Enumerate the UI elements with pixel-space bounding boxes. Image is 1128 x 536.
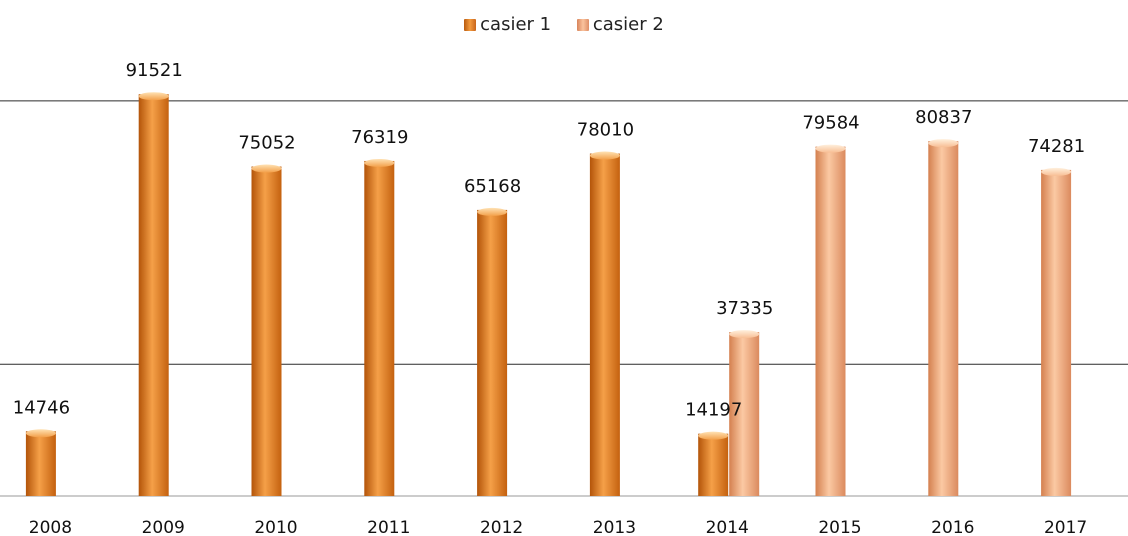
data-label-2015-s2: 79584 — [802, 113, 859, 134]
bar-2016-s2 — [928, 141, 959, 497]
bar-2015-s2 — [815, 146, 846, 497]
data-label-2008-s1: 14746 — [13, 397, 70, 418]
data-label-2009-s1: 91521 — [126, 60, 183, 81]
data-label-2011-s1: 76319 — [351, 127, 408, 148]
legend-label-casier-1: casier 1 — [480, 14, 552, 35]
bar-2008-s1 — [25, 431, 56, 496]
x-tick-label-2010: 2010 — [254, 518, 297, 536]
x-tick-label-2016: 2016 — [931, 518, 974, 536]
data-label-2014-s2: 37335 — [716, 298, 773, 319]
legend-item-casier-2: casier 2 — [576, 14, 664, 35]
bar-cap-2011-s1 — [364, 158, 395, 167]
bar-cap-2012-s1 — [477, 207, 508, 216]
bar-2011-s1 — [364, 160, 395, 496]
bar-cap-2014-s2 — [729, 330, 760, 339]
legend-label-casier-2: casier 2 — [592, 14, 664, 35]
data-label-2014-s1: 14197 — [685, 400, 742, 421]
bar-2010-s1 — [251, 166, 282, 496]
bar-cap-2015-s2 — [815, 144, 846, 153]
bar-cap-2010-s1 — [251, 164, 282, 173]
legend-item-casier-1: casier 1 — [464, 14, 551, 35]
bar-cap-2009-s1 — [138, 92, 169, 101]
data-label-2012-s1: 65168 — [464, 176, 521, 197]
x-tick-label-2012: 2012 — [480, 518, 523, 536]
x-tick-label-2008: 2008 — [29, 518, 72, 536]
x-tick-label-2015: 2015 — [818, 518, 861, 536]
bar-cap-2016-s2 — [928, 139, 959, 148]
bar-2014-s2 — [729, 332, 760, 496]
legend-swatch-casier-1 — [464, 19, 477, 31]
legend-swatch-casier-2 — [576, 19, 589, 31]
bar-2012-s1 — [477, 209, 508, 496]
bar-cap-2008-s1 — [25, 429, 56, 438]
x-tick-label-2009: 2009 — [142, 518, 185, 536]
legend: casier 1 casier 2 — [0, 14, 1128, 35]
bar-cap-2013-s1 — [589, 151, 620, 160]
bar-cap-2014-s1 — [698, 431, 729, 440]
data-label-2013-s1: 78010 — [577, 120, 634, 141]
x-tick-label-2011: 2011 — [367, 518, 410, 536]
x-tick-label-2013: 2013 — [593, 518, 636, 536]
bar-2017-s2 — [1041, 169, 1072, 496]
bar-2009-s1 — [138, 94, 169, 496]
data-label-2010-s1: 75052 — [238, 133, 295, 154]
data-label-2016-s2: 80837 — [915, 107, 972, 128]
x-tick-label-2017: 2017 — [1044, 518, 1087, 536]
bar-cap-2017-s2 — [1041, 167, 1072, 176]
bar-2013-s1 — [589, 153, 620, 496]
x-tick-label-2014: 2014 — [706, 518, 749, 536]
bar-2014-s1 — [698, 433, 729, 496]
data-label-2017-s2: 74281 — [1028, 136, 1085, 157]
